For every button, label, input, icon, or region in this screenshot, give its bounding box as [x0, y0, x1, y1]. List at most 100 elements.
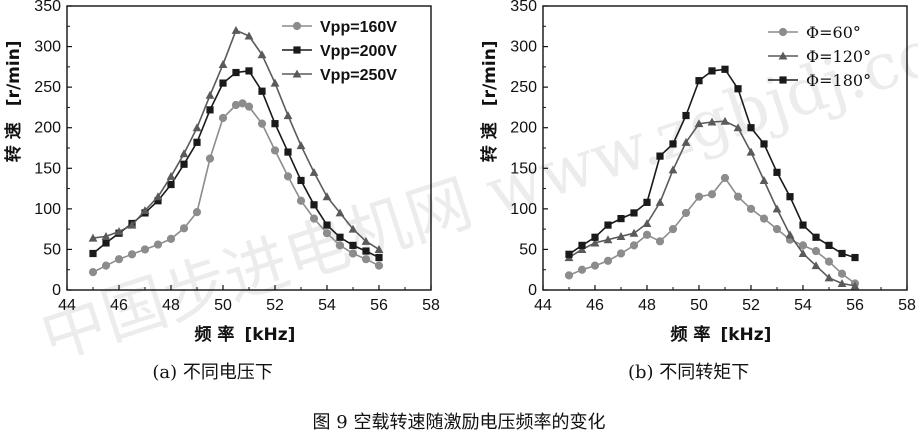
chart-a-x-tick-label: 50: [214, 297, 232, 314]
chart-b-x-tick-label: 56: [846, 297, 864, 314]
chart-a-data-point: [335, 208, 345, 217]
chart-a-data-point: [153, 192, 163, 201]
chart-b-data-point: [656, 152, 664, 160]
chart-b-data-point: [760, 140, 768, 148]
chart-b-data-point: [811, 261, 821, 270]
chart-b-data-point: [772, 225, 782, 234]
chart-b-data-point: [681, 208, 691, 218]
chart-a-data-point: [193, 138, 201, 146]
chart-a-x-tick-label: 48: [162, 297, 180, 314]
chart-b-data-point: [668, 225, 678, 234]
chart-b-data-point: [786, 193, 794, 201]
chart-b-data-point: [720, 116, 730, 125]
chart-b-x-tick-label: 46: [586, 297, 604, 314]
chart-b-data-point: [669, 140, 677, 148]
chart-a-data-point: [296, 196, 306, 205]
chart-b-data-point: [668, 165, 678, 174]
chart-a-data-point: [88, 268, 98, 277]
chart-b-x-axis-title: 频 率: [671, 324, 711, 345]
chart-a-data-point: [127, 220, 137, 229]
chart-a-data-point: [205, 154, 215, 163]
chart-a-y-tick-label: 50: [43, 241, 61, 258]
chart-b-data-point: [707, 190, 717, 199]
chart-a-data-point: [101, 261, 111, 270]
chart-a-data-point: [271, 120, 279, 128]
chart-a-x-axis-unit: [kHz]: [244, 325, 295, 345]
chart-b-x-tick-label: 54: [794, 297, 812, 314]
chart-a-data-point: [244, 102, 254, 111]
chart-a-data-point: [231, 25, 241, 34]
chart-a-data-point: [102, 239, 110, 247]
chart-a-legend-label: Vpp=160V: [320, 19, 397, 36]
chart-a-data-point: [192, 208, 202, 217]
chart-b-legend-label: Φ=120°: [806, 47, 871, 66]
chart-a-data-point: [218, 113, 228, 123]
chart-a-data-point: [361, 255, 371, 264]
chart-b-data-point: [604, 221, 612, 229]
chart-a-data-point: [296, 141, 306, 150]
chart-b-data-point: [798, 241, 808, 250]
chart-a-data-point: [348, 224, 358, 233]
chart-b-data-point: [708, 67, 716, 75]
chart-b-legend-marker: [778, 51, 788, 60]
chart-b-data-point: [747, 124, 755, 132]
chart-b-data-point: [694, 119, 704, 128]
chart-a-x-tick-label: 58: [422, 297, 440, 314]
chart-b-y-tick-label: 300: [510, 39, 537, 56]
chart-a-legend-marker: [292, 69, 302, 78]
chart-a-y-tick-label: 200: [34, 120, 61, 137]
chart-a-data-point: [167, 180, 175, 189]
chart-b-data-point: [772, 204, 782, 213]
chart-b-data-point: [759, 214, 769, 223]
chart-a-y-tick-label: 250: [34, 79, 61, 96]
chart-b-x-tick-label: 48: [638, 297, 656, 314]
chart-b-data-point: [734, 85, 742, 93]
chart-a-data-point: [114, 255, 124, 264]
chart-b-data-point: [720, 173, 730, 183]
chart-a-data-point: [153, 240, 163, 249]
chart-a-y-tick-label: 0: [52, 282, 61, 299]
chart-a-data-point: [335, 241, 345, 250]
chart-b-data-point: [850, 281, 860, 290]
chart-b-data-point: [707, 117, 717, 126]
chart-a-series-0: [88, 99, 384, 277]
chart-b-y-tick-label: 150: [510, 160, 537, 177]
chart-b-data-point: [746, 204, 756, 213]
chart-a-legend: Vpp=160V Vpp=200V Vpp=250V: [282, 19, 397, 84]
chart-a-data-point: [297, 176, 305, 185]
chart-b-caption: (b) 不同转矩下: [628, 362, 749, 383]
chart-b-data-point: [824, 257, 834, 266]
chart-a-x-tick-label: 52: [266, 297, 284, 314]
chart-a-data-point: [180, 160, 188, 168]
chart-b-data-point: [733, 123, 743, 132]
chart-a-data-point: [375, 253, 383, 262]
chart-b-data-point: [630, 209, 638, 217]
chart-b-data-point: [746, 147, 756, 156]
chart-b-data-point: [799, 221, 807, 229]
chart-a-data-point: [140, 206, 150, 214]
chart-b-data-point: [694, 192, 704, 201]
chart-b-data-point: [577, 245, 587, 253]
chart-b-data-point: [695, 77, 703, 85]
chart-b-y-tick-label: 50: [519, 241, 537, 258]
chart-a-data-point: [101, 232, 111, 240]
chart-b-data-point: [682, 111, 690, 120]
chart-a-data-point: [310, 201, 318, 209]
chart-b-y-tick-label: 200: [510, 120, 537, 137]
chart-b-y-axis-title: 转 速: [479, 122, 500, 162]
chart-b-data-point: [629, 241, 639, 250]
chart-a-x-tick-label: 56: [370, 297, 388, 314]
chart-b-series-2: [565, 65, 859, 262]
chart-b-data-point: [851, 253, 859, 262]
figure-caption: 图 9 空载转速随激励电压频率的变化: [313, 412, 606, 433]
chart-a-y-tick-label: 100: [34, 201, 61, 218]
chart-b-data-point: [578, 241, 586, 249]
chart-b-data-point: [564, 271, 574, 280]
chart-a-data-point: [284, 148, 292, 156]
chart-a-data-point: [257, 119, 267, 128]
chart-a-data-point: [283, 111, 293, 120]
chart-b-data-point: [642, 219, 652, 227]
chart-a-data-point: [206, 106, 214, 114]
chart-a-data-point: [127, 250, 137, 259]
chart-a-x-tick-label: 54: [318, 297, 336, 314]
